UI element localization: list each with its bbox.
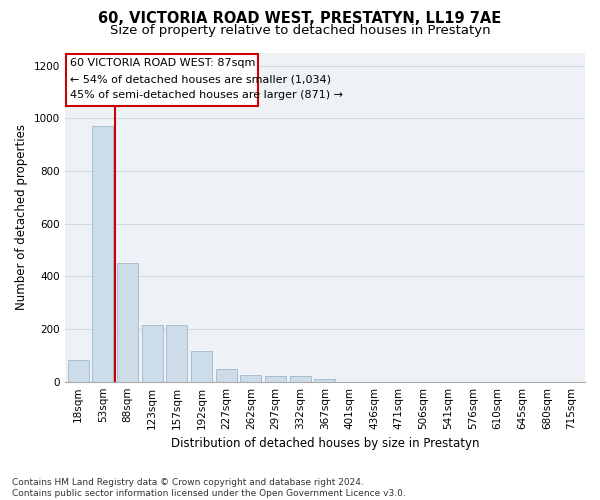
X-axis label: Distribution of detached houses by size in Prestatyn: Distribution of detached houses by size …: [170, 437, 479, 450]
Bar: [166, 325, 187, 382]
Bar: [142, 325, 163, 382]
Bar: [216, 370, 236, 382]
Bar: [241, 375, 262, 382]
Bar: [92, 126, 113, 382]
Text: 60, VICTORIA ROAD WEST, PRESTATYN, LL19 7AE: 60, VICTORIA ROAD WEST, PRESTATYN, LL19 …: [98, 11, 502, 26]
Text: ← 54% of detached houses are smaller (1,034): ← 54% of detached houses are smaller (1,…: [70, 74, 331, 84]
Bar: [290, 376, 311, 382]
Text: 60 VICTORIA ROAD WEST: 87sqm: 60 VICTORIA ROAD WEST: 87sqm: [70, 58, 256, 68]
Bar: [117, 262, 138, 382]
Text: 45% of semi-detached houses are larger (871) →: 45% of semi-detached houses are larger (…: [70, 90, 343, 101]
Bar: [191, 350, 212, 382]
Bar: [314, 378, 335, 382]
Bar: [265, 376, 286, 382]
Text: Size of property relative to detached houses in Prestatyn: Size of property relative to detached ho…: [110, 24, 490, 37]
Bar: [68, 360, 89, 382]
Bar: [67, 54, 258, 106]
Text: Contains HM Land Registry data © Crown copyright and database right 2024.
Contai: Contains HM Land Registry data © Crown c…: [12, 478, 406, 498]
Y-axis label: Number of detached properties: Number of detached properties: [15, 124, 28, 310]
